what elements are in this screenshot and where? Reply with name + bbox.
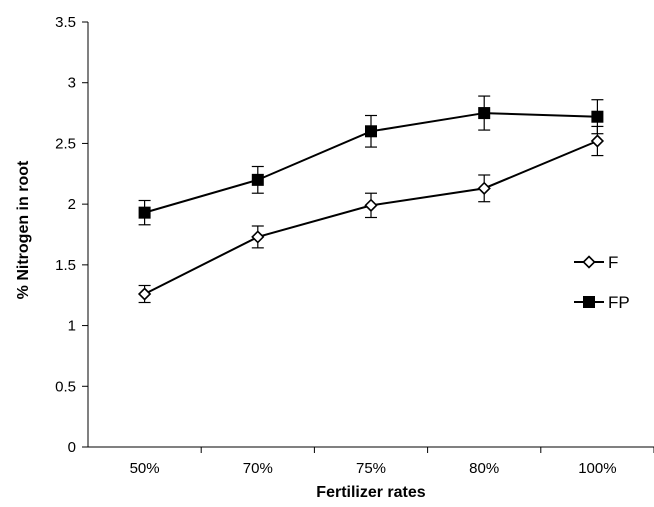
x-tick-label: 80% xyxy=(469,460,499,477)
x-tick-label: 70% xyxy=(243,460,273,477)
series-layer xyxy=(137,95,605,304)
y-tick-label: 0.5 xyxy=(55,378,76,395)
y-tick-label: 2.5 xyxy=(55,135,76,152)
data-point xyxy=(364,198,378,212)
x-tick-label: 75% xyxy=(356,460,386,477)
data-point xyxy=(137,287,152,301)
legend-item-F: F xyxy=(574,253,618,272)
y-tick-label: 0 xyxy=(68,439,76,456)
y-tick-label: 2 xyxy=(68,196,76,213)
legend: F FP xyxy=(574,253,630,312)
x-axis-title: Fertilizer rates xyxy=(316,484,425,501)
x-axis-ticks: 50% 70% 75% 80% 100% xyxy=(130,447,654,477)
y-tick-label: 3 xyxy=(68,75,76,92)
legend-label: FP xyxy=(608,293,630,312)
y-tick-label: 1.5 xyxy=(55,257,76,274)
series-FP xyxy=(138,95,604,226)
data-point xyxy=(138,206,151,219)
y-tick-label: 3.5 xyxy=(55,14,76,31)
legend-marker xyxy=(583,296,595,308)
data-point xyxy=(478,107,491,120)
series-F xyxy=(137,125,605,304)
data-point xyxy=(591,110,604,123)
legend-marker xyxy=(582,255,596,269)
data-point xyxy=(251,230,265,244)
x-tick-label: 100% xyxy=(578,460,616,477)
y-axis-ticks: 0 0.5 1 1.5 2 2.5 3 3.5 xyxy=(55,14,88,456)
data-point xyxy=(590,134,605,148)
y-axis-title: % Nitrogen in root xyxy=(15,160,32,299)
y-tick-label: 1 xyxy=(68,318,76,335)
data-point xyxy=(251,173,264,186)
data-point xyxy=(477,181,491,195)
x-tick-label: 50% xyxy=(130,460,160,477)
data-point xyxy=(365,125,377,138)
legend-label: F xyxy=(608,253,618,272)
legend-item-FP: FP xyxy=(574,293,630,312)
